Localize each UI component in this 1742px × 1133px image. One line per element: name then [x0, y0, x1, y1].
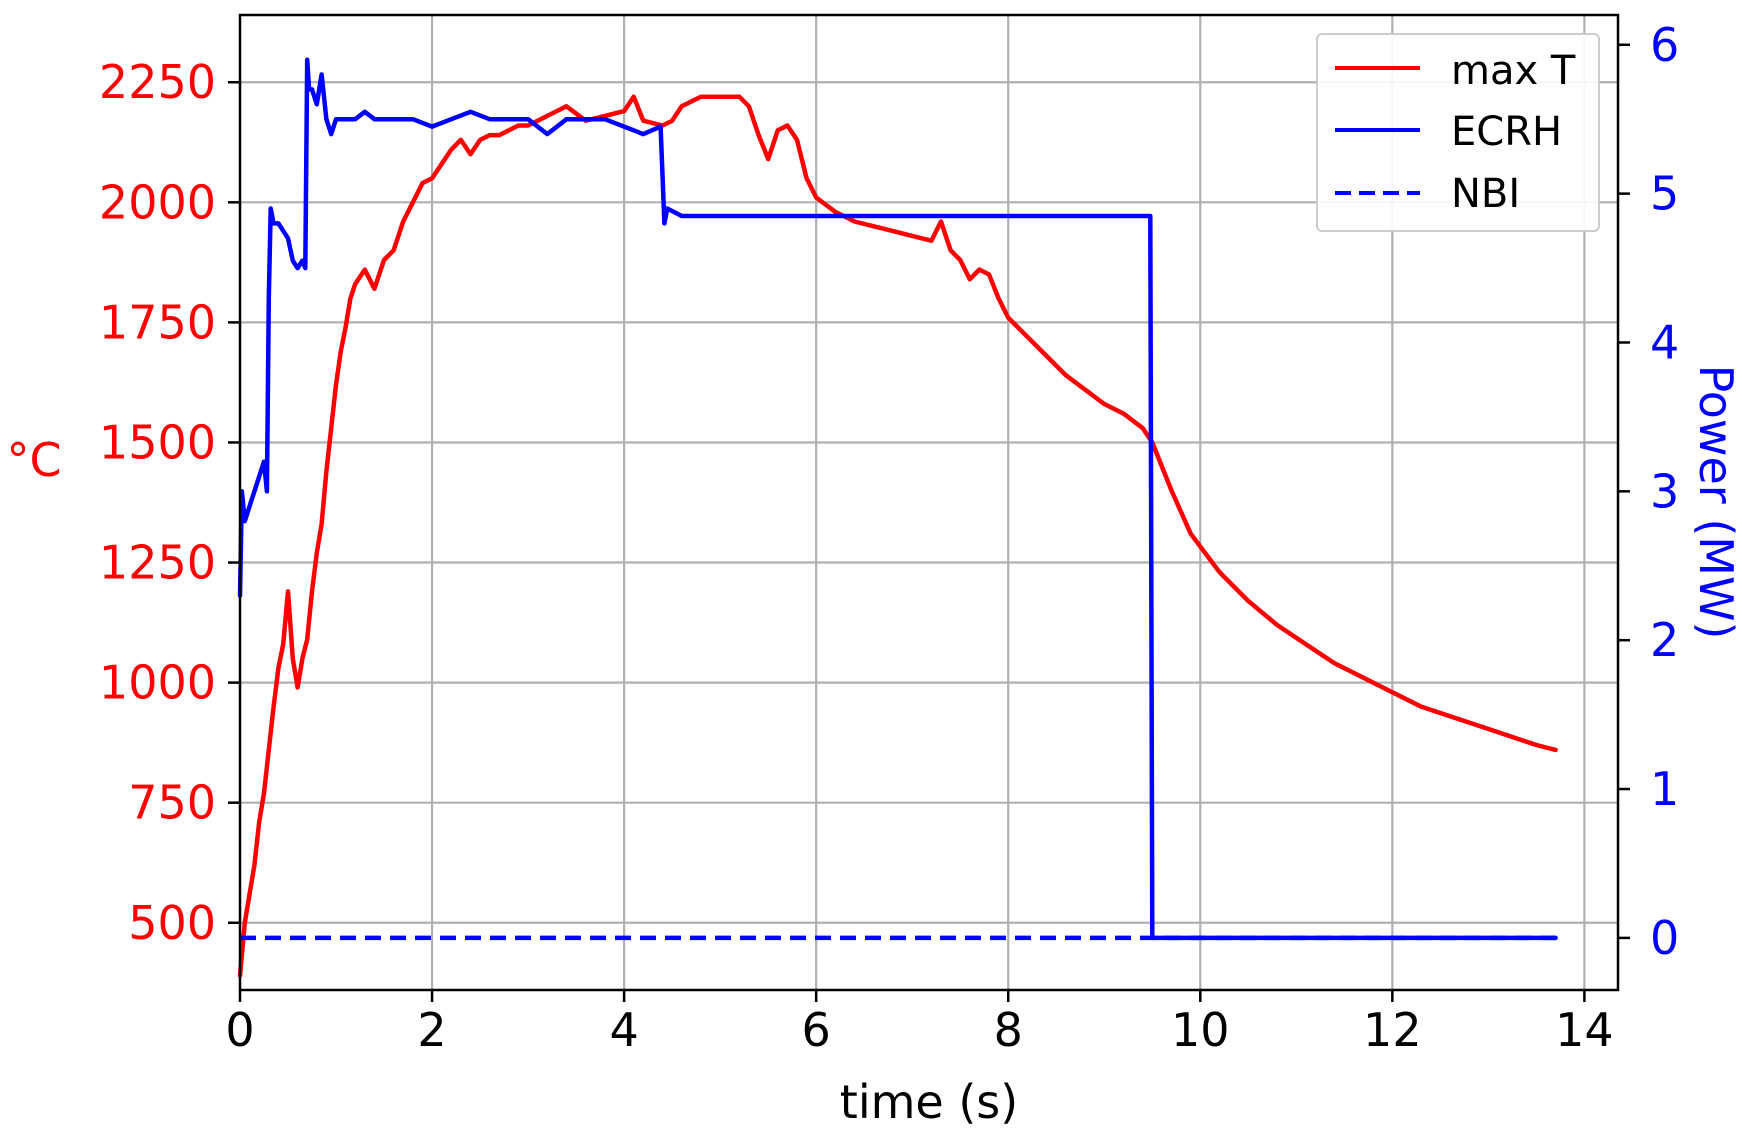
- x-axis-label: time (s): [840, 1075, 1018, 1129]
- y-right-tick-label: 1: [1650, 762, 1679, 816]
- legend-label-ecrh: ECRH: [1451, 109, 1562, 155]
- y-left-tick-label: 750: [128, 776, 216, 830]
- y-right-tick-label: 5: [1650, 167, 1679, 221]
- x-tick-label: 6: [802, 1003, 831, 1057]
- x-tick-label: 2: [417, 1003, 446, 1057]
- y-right-tick-label: 3: [1650, 464, 1679, 518]
- y-left-tick-label: 1500: [99, 415, 216, 469]
- x-tick-label: 0: [225, 1003, 254, 1057]
- y-left-tick-label: 1000: [99, 656, 216, 710]
- x-tick-label: 4: [609, 1003, 638, 1057]
- x-tick-label: 12: [1363, 1003, 1422, 1057]
- legend-label-max-t: max T: [1451, 48, 1576, 94]
- y-left-tick-label: 2000: [99, 175, 216, 229]
- y-left-tick-label: 1750: [99, 295, 216, 349]
- x-tick-label: 10: [1171, 1003, 1230, 1057]
- y-axis-right-label: Power (MW): [1689, 365, 1742, 640]
- y-right-tick-label: 0: [1650, 911, 1679, 965]
- series-line-ecrh: [237, 57, 1558, 941]
- y-left-tick-label: 500: [128, 896, 216, 950]
- y-axis-left-label: °C: [6, 433, 61, 487]
- x-tick-label: 8: [994, 1003, 1023, 1057]
- y-left-tick-label: 1250: [99, 536, 216, 590]
- plot-frame: [238, 13, 1620, 992]
- legend-box: [1316, 33, 1600, 232]
- grid: [238, 15, 1618, 990]
- legend-label-nbi: NBI: [1451, 171, 1520, 217]
- plot-series: [237, 57, 1558, 978]
- x-tick-label: 14: [1555, 1003, 1614, 1057]
- y-right-tick-label: 4: [1650, 315, 1679, 369]
- y-right-tick-label: 2: [1650, 613, 1679, 667]
- y-left-tick-label: 2250: [99, 55, 216, 109]
- y-right-tick-label: 6: [1650, 18, 1679, 72]
- legend: max T ECRH NBI: [1316, 33, 1600, 232]
- tick-layer: 0 2 4 6 8 10 12 1450075010001250150017502000225…: [99, 18, 1679, 1057]
